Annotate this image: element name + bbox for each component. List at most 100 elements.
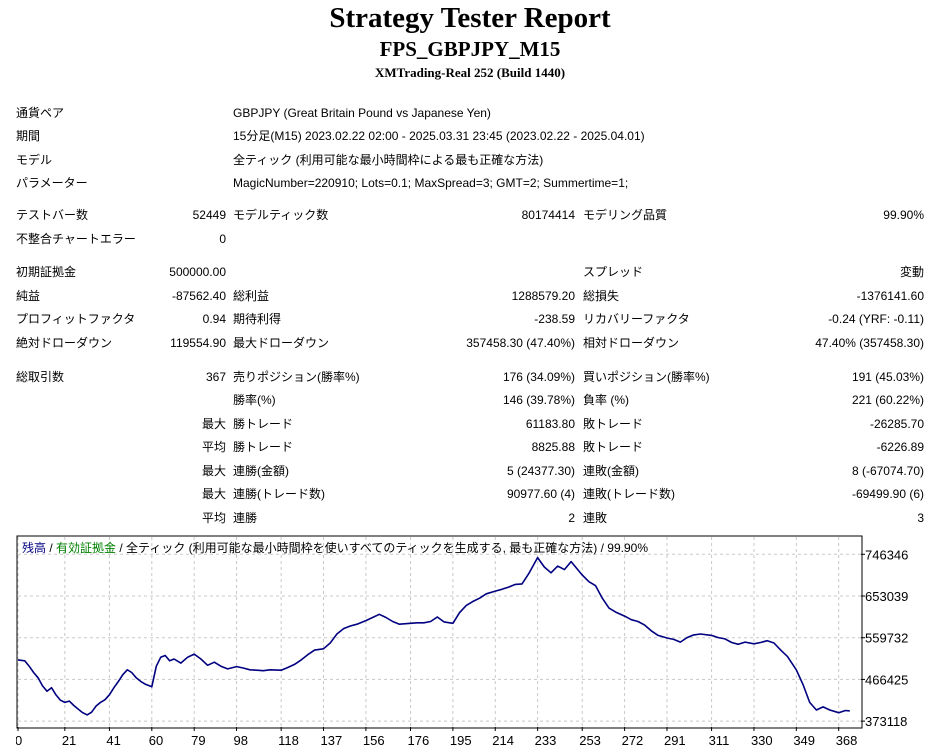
avg-win-label: 勝トレード	[233, 440, 294, 454]
pf-label: プロフィットファクタ	[16, 312, 136, 326]
win-pct-label: 勝率(%)	[233, 393, 276, 407]
x-tick-label: 233	[535, 733, 557, 748]
avg-cons-losses-value: 3	[917, 511, 924, 525]
total-trades-label: 総取引数	[16, 370, 65, 384]
recovery-value: -0.24 (YRF: -0.11)	[828, 312, 924, 326]
x-tick-label: 60	[149, 733, 163, 748]
gross-profit-label: 総利益	[233, 289, 270, 303]
spread-label: スプレッド	[583, 265, 644, 279]
x-tick-label: 98	[234, 733, 248, 748]
x-tick-label: 156	[363, 733, 385, 748]
max-cons-wins-label: 連勝(金額)	[233, 464, 289, 478]
largest-loss-value: -26285.70	[869, 417, 924, 431]
y-tick-label: 653039	[865, 589, 908, 604]
ticks-label: モデルティック数	[233, 208, 329, 222]
avg-cons-prefix: 平均	[201, 511, 226, 525]
x-tick-label: 137	[321, 733, 343, 748]
model-value: 全ティック (利用可能な最小時間枠による最も正確な方法)	[233, 153, 544, 167]
mismatch-label: 不整合チャートエラー	[16, 232, 136, 246]
long-label: 買いポジション(勝率%)	[583, 370, 710, 384]
x-tick-label: 330	[751, 733, 773, 748]
long-value: 191 (45.03%)	[851, 370, 924, 384]
max-cons-losses-label: 連敗(金額)	[583, 464, 639, 478]
x-tick-label: 368	[836, 733, 858, 748]
quality-label: モデリング品質	[583, 208, 668, 222]
gross-loss-label: 総損失	[583, 289, 620, 303]
net-label: 純益	[16, 289, 41, 303]
rel-dd-label: 相対ドローダウン	[583, 336, 680, 350]
x-tick-label: 272	[622, 733, 644, 748]
max-cons-trades-prefix: 最大	[201, 487, 226, 501]
y-tick-label: 559732	[865, 631, 908, 646]
report-title: Strategy Tester Report	[329, 2, 611, 34]
avg-loss-value: -6226.89	[876, 440, 924, 454]
chart-legend: 残高 / 有効証拠金 / 全ティック (利用可能な最小時間枠を使いすべてのティッ…	[22, 540, 648, 555]
period-label: 期間	[16, 129, 41, 143]
x-tick-label: 253	[579, 733, 601, 748]
bars-value: 52449	[192, 208, 226, 222]
x-tick-label: 176	[408, 733, 430, 748]
avg-win-value: 8825.88	[531, 440, 575, 454]
deposit-label: 初期証拠金	[16, 265, 77, 279]
short-label: 売りポジション(勝率%)	[233, 370, 360, 384]
total-trades-value: 367	[205, 370, 226, 384]
short-value: 176 (34.09%)	[502, 370, 575, 384]
model-label: モデル	[16, 153, 53, 167]
max-cons-prefix: 最大	[201, 464, 226, 478]
y-tick-label: 746346	[865, 547, 908, 562]
avg-cons-wins-value: 2	[568, 511, 575, 525]
params-value: MagicNumber=220910; Lots=0.1; MaxSpread=…	[233, 176, 629, 190]
loss-pct-label: 負率 (%)	[583, 393, 629, 407]
balance-line	[17, 556, 850, 716]
max-cons-wins-value: 5 (24377.30)	[506, 464, 575, 478]
gross-loss-value: -1376141.60	[856, 289, 924, 303]
spread-value: 変動	[899, 265, 924, 279]
legend-method: / 全ティック (利用可能な最小時間枠を使いすべてのティックを生成する, 最も正…	[116, 540, 648, 555]
x-tick-label: 118	[278, 733, 299, 748]
y-tick-label: 373118	[865, 714, 907, 729]
grid	[17, 537, 861, 727]
x-tick-label: 195	[450, 733, 472, 748]
max-dd-label: 最大ドローダウン	[233, 336, 330, 350]
avg-cons-losses-label: 連敗	[583, 511, 608, 525]
bars-label: テストバー数	[16, 208, 89, 222]
abs-dd-value: 119554.90	[170, 336, 226, 350]
avg-cons-wins-label: 連勝	[233, 511, 258, 525]
net-value: -87562.40	[171, 289, 226, 303]
max-cons-profit-value: 90977.60 (4)	[506, 487, 575, 501]
max-dd-value: 357458.30 (47.40%)	[466, 336, 575, 350]
gross-profit-value: 1288579.20	[511, 289, 575, 303]
x-tick-label: 79	[191, 733, 205, 748]
x-tick-label: 311	[709, 733, 730, 748]
largest-prefix: 最大	[201, 417, 226, 431]
avg-loss-label: 敗トレード	[583, 440, 644, 454]
plot-frame	[16, 535, 863, 729]
y-tick-label: 466425	[865, 672, 908, 687]
balance-chart: 残高 / 有効証拠金 / 全ティック (利用可能な最小時間枠を使いすべてのティッ…	[16, 535, 908, 748]
x-tick-label: 21	[62, 733, 76, 748]
x-tick-label: 349	[793, 733, 815, 748]
recovery-label: リカバリーファクタ	[583, 312, 690, 326]
largest-loss-label: 敗トレード	[583, 417, 644, 431]
x-tick-label: 214	[492, 733, 514, 748]
legend-equity: 有効証拠金	[56, 540, 116, 555]
pf-value: 0.94	[202, 312, 226, 326]
x-tick-label: 41	[106, 733, 120, 748]
server-build: XMTrading-Real 252 (Build 1440)	[374, 65, 566, 80]
loss-pct-value: 221 (60.22%)	[851, 393, 924, 407]
legend-sep: /	[46, 541, 56, 555]
payoff-label: 期待利得	[233, 312, 282, 326]
legend-balance: 残高	[22, 540, 46, 555]
rel-dd-value: 47.40% (357458.30)	[815, 336, 924, 350]
largest-win-value: 61183.80	[525, 417, 575, 431]
x-axis-ticks: 0 21 41 60 79 98 118 137 156 176 195 214 233 253 272 29…	[16, 727, 857, 748]
x-tick-label: 0	[16, 733, 22, 748]
average-prefix: 平均	[201, 440, 226, 454]
symbol-label: 通貨ペア	[16, 106, 65, 120]
abs-dd-label: 絶対ドローダウン	[16, 336, 113, 350]
period-value: 15分足(M15) 2023.02.22 02:00 - 2025.03.31 …	[233, 129, 645, 143]
win-pct-value: 146 (39.78%)	[502, 393, 575, 407]
payoff-value: -238.59	[534, 312, 575, 326]
mismatch-value: 0	[219, 232, 226, 246]
y-axis-ticks: 746346 653039 559732 466425 373118	[861, 547, 908, 729]
